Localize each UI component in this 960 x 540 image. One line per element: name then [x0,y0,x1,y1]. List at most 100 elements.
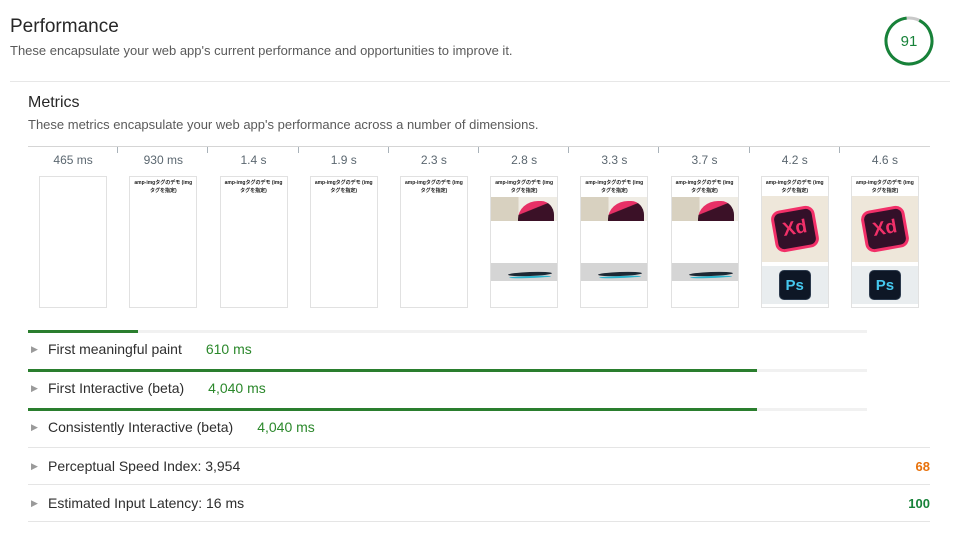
expand-chevron-icon[interactable]: ▶ [31,460,38,471]
audit-row-header[interactable]: ▶ First Interactive (beta) 4,040 ms [28,372,930,408]
time-tick-label: 3.7 s [659,147,750,172]
frame-loading-strip [581,263,648,281]
filmstrip-slot: amp-imgタグのデモ (imgタグを指定) Xd Ps [389,176,479,308]
metrics-section: Metrics These metrics encapsulate your w… [28,94,930,522]
filmstrip-frame: amp-imgタグのデモ (imgタグを指定) Xd Ps [129,176,198,308]
audit-item: ▶ First meaningful paint 610 ms [28,330,930,369]
audit-score: 100 [908,495,930,511]
audit-item: ▶ Estimated Input Latency: 16 ms 100 [28,484,930,521]
time-tick-label: 465 ms [28,147,119,172]
audit-value: 4,040 ms [208,380,266,396]
filmstrip-frame: amp-imgタグのデモ (imgタグを指定) Xd Ps [850,176,919,308]
frame-page-caption: amp-imgタグのデモ (imgタグを指定) [134,180,193,194]
frame-xd-pillow-photo: Xd [761,196,828,262]
frame-swoosh-graphic [598,271,643,277]
audit-row-header[interactable]: ▶ Perceptual Speed Index: 3,954 68 [28,448,930,484]
expand-chevron-icon[interactable]: ▶ [31,343,38,354]
expand-chevron-icon[interactable]: ▶ [31,382,38,393]
metric-timeline-fill [28,330,138,333]
audit-value: 610 ms [205,341,252,357]
filmstrip-slot: amp-imgタグのデモ (imgタグを指定) Xd Ps [479,176,569,308]
page-title: Performance [10,16,119,37]
audit-value: 4,040 ms [257,419,315,435]
audit-row-header[interactable]: ▶ Estimated Input Latency: 16 ms 100 [28,485,930,521]
filmstrip-time-axis: 465 ms 930 ms 1.4 s 1.9 s 2.3 s 2.8 s 3.… [28,146,930,172]
xd-pillow-icon: Xd [769,204,821,254]
metrics-subtitle: These metrics encapsulate your web app's… [28,117,539,132]
performance-header: Performance These encapsulate your web a… [0,0,960,58]
frame-ps-pillow-photo: Ps [761,266,828,304]
metric-timeline-track [28,330,867,333]
filmstrip-frame: amp-imgタグのデモ (imgタグを指定) Xd Ps [39,176,108,308]
audit-item: ▶ First Interactive (beta) 4,040 ms [28,369,930,408]
score-ring-icon [884,16,934,66]
audit-row-header[interactable]: ▶ First meaningful paint 610 ms [28,333,930,369]
expand-chevron-icon[interactable]: ▶ [31,497,38,508]
filmstrip-slot: amp-imgタグのデモ (imgタグを指定) Xd Ps [750,176,840,308]
filmstrip-slot: amp-imgタグのデモ (imgタグを指定) Xd Ps [299,176,389,308]
filmstrip-slot: amp-imgタグのデモ (imgタグを指定) Xd Ps [840,176,930,308]
time-tick-label: 3.3 s [569,147,660,172]
filmstrip-frame: amp-imgタグのデモ (imgタグを指定) Xd Ps [219,176,288,308]
frame-xd-pillow-photo: Xd [851,196,918,262]
audit-score: 68 [915,458,930,474]
xd-pillow-icon: Xd [859,204,911,254]
metric-timeline-fill [28,369,757,372]
time-tick-label: 2.8 s [479,147,570,172]
filmstrip-frame: amp-imgタグのデモ (imgタグを指定) Xd Ps [580,176,649,308]
time-tick-label: 4.6 s [871,153,898,167]
filmstrip-slot: amp-imgタグのデモ (imgタグを指定) Xd Ps [208,176,298,308]
frame-swoosh-graphic [508,271,553,277]
audit-item: ▶ Consistently Interactive (beta) 4,040 … [28,408,930,447]
audit-label: Consistently Interactive (beta) [48,419,234,435]
frame-page-caption: amp-imgタグのデモ (imgタグを指定) [765,180,824,194]
header-divider [10,81,950,82]
metric-timeline-fill [28,408,757,411]
audit-label: First Interactive (beta) [48,380,185,396]
filmstrip-slot: amp-imgタグのデモ (imgタグを指定) Xd Ps [28,176,118,308]
audit-list: ▶ First meaningful paint 610 ms ▶ First … [28,330,930,522]
time-tick-label: 1.9 s [299,147,390,172]
frame-page-caption: amp-imgタグのデモ (imgタグを指定) [585,180,644,194]
frame-page-caption: amp-imgタグのデモ (imgタグを指定) [495,180,553,194]
ps-pillow-icon: Ps [778,270,811,300]
frame-page-caption: amp-imgタグのデモ (imgタグを指定) [675,180,734,194]
filmstrip-slot: amp-imgタグのデモ (imgタグを指定) Xd Ps [569,176,659,308]
frame-swoosh-graphic [688,271,733,277]
filmstrip: amp-imgタグのデモ (imgタグを指定) Xd Ps [28,176,930,308]
time-tick-label: 2.3 s [389,147,480,172]
time-tick-label: 4.2 s [750,147,841,172]
audit-label: First meaningful paint [48,341,182,357]
frame-partial-hero-image [671,197,738,221]
frame-page-caption: amp-imgタグのデモ (imgタグを指定) [224,180,283,194]
frame-page-caption: amp-imgタグのデモ (imgタグを指定) [314,180,373,194]
metric-timeline-track [28,408,867,411]
filmstrip-slot: amp-imgタグのデモ (imgタグを指定) Xd Ps [118,176,208,308]
filmstrip-slot: amp-imgタグのデモ (imgタグを指定) Xd Ps [659,176,749,308]
frame-partial-hero-image [581,197,648,221]
time-tick-label: 1.4 s [208,147,299,172]
filmstrip-frame: amp-imgタグのデモ (imgタグを指定) Xd Ps [309,176,378,308]
frame-page-caption: amp-imgタグのデモ (imgタグを指定) [405,180,463,194]
audit-label: Perceptual Speed Index: 3,954 [48,458,241,474]
frame-loading-strip [491,263,558,281]
audit-item: ▶ Perceptual Speed Index: 3,954 68 [28,447,930,484]
performance-score-gauge: 91 [882,14,936,68]
audit-label: Estimated Input Latency: 16 ms [48,495,245,511]
filmstrip-frame: amp-imgタグのデモ (imgタグを指定) Xd Ps [490,176,559,308]
metric-timeline-track [28,369,867,372]
expand-chevron-icon[interactable]: ▶ [31,421,38,432]
frame-loading-strip [671,263,738,281]
ps-pillow-icon: Ps [868,270,901,300]
filmstrip-frame: amp-imgタグのデモ (imgタグを指定) Xd Ps [760,176,829,308]
frame-page-caption: amp-imgタグのデモ (imgタグを指定) [856,180,914,194]
frame-partial-hero-image [491,197,558,221]
filmstrip-frame: amp-imgタグのデモ (imgタグを指定) Xd Ps [399,176,468,308]
performance-score-value: 91 [900,32,918,50]
audit-row-header[interactable]: ▶ Consistently Interactive (beta) 4,040 … [28,411,930,447]
page-subtitle: These encapsulate your web app's current… [10,43,513,58]
metrics-title: Metrics [28,94,80,111]
time-tick-label: 930 ms [118,147,209,172]
filmstrip-frame: amp-imgタグのデモ (imgタグを指定) Xd Ps [670,176,739,308]
